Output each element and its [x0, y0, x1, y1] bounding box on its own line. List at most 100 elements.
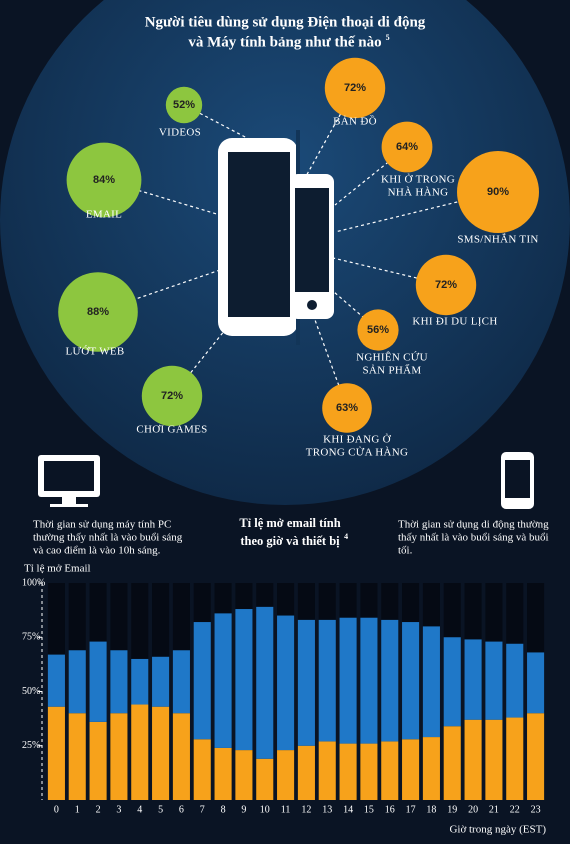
x-tick-label: 18: [426, 804, 436, 815]
bar-segment: [172, 650, 190, 714]
bar-segment: [193, 739, 211, 800]
bar-segment: [47, 706, 65, 800]
bubble-label: CHƠI GAMES: [136, 424, 207, 436]
x-tick-label: 5: [158, 804, 163, 815]
bar-segment: [110, 713, 128, 800]
x-tick-label: 23: [531, 804, 541, 815]
bar-segment: [360, 617, 378, 744]
y-tick-label: 25%: [22, 740, 40, 751]
bubble-label: EMAIL: [86, 209, 122, 221]
bubble-value: 52%: [173, 99, 195, 111]
bar-segment: [297, 619, 315, 746]
bar-segment: [339, 617, 357, 744]
bar-segment: [381, 619, 399, 742]
bubble-value: 63%: [336, 402, 358, 414]
bubble-label: KHI Ở TRONG: [381, 174, 455, 186]
bar-segment: [339, 743, 357, 800]
bubble-value: 72%: [161, 390, 183, 402]
annotation: Thời gian sử dụng máy tính PC: [33, 519, 171, 531]
title-line: và Máy tính bảng như thế nào: [188, 34, 381, 50]
bar-segment: [172, 713, 190, 800]
bubble-label: LƯỚT WEB: [65, 346, 124, 358]
bar-segment: [422, 737, 440, 800]
x-tick-label: 2: [96, 804, 101, 815]
bubble-label: NHÀ HÀNG: [388, 187, 449, 199]
bar-segment: [214, 613, 232, 748]
bar-segment: [214, 747, 232, 800]
bubble-value: 88%: [87, 306, 109, 318]
x-tick-label: 4: [137, 804, 142, 815]
bubble-value: 56%: [367, 324, 389, 336]
bubble-label: KHI ĐANG Ở: [323, 434, 392, 446]
bubble-value: 72%: [344, 82, 366, 94]
x-tick-label: 13: [322, 804, 332, 815]
bar-segment: [277, 615, 295, 751]
bar-segment: [131, 658, 149, 705]
bar-segment: [506, 643, 524, 718]
bar-segment: [485, 641, 503, 720]
x-tick-label: 17: [406, 804, 416, 815]
bar-segment: [235, 750, 253, 800]
bar-segment: [89, 721, 107, 800]
x-tick-label: 16: [385, 804, 395, 815]
bar-segment: [277, 750, 295, 800]
bubble-value: 72%: [435, 279, 457, 291]
bubble: [324, 57, 386, 119]
annotation: Thời gian sử dụng di động thường: [398, 519, 549, 531]
bar-segment: [485, 719, 503, 800]
x-tick-label: 9: [241, 804, 246, 815]
bar-segment: [422, 626, 440, 738]
bar-segment: [152, 706, 170, 800]
bar-segment: [47, 654, 65, 707]
phone-button: [307, 300, 317, 310]
footnote-mark: 5: [386, 33, 390, 42]
connector: [314, 319, 348, 409]
footnote-mark: 4: [344, 532, 348, 541]
x-tick-label: 22: [510, 804, 520, 815]
bar-segment: [131, 704, 149, 800]
bubble: [66, 142, 142, 218]
bar-segment: [68, 650, 86, 714]
bar-segment: [506, 717, 524, 800]
bubble: [165, 86, 203, 124]
bar-segment: [152, 656, 170, 707]
title-line: Người tiêu dùng sử dụng Điện thoại di độ…: [145, 14, 426, 30]
y-tick-label: 75%: [22, 632, 40, 643]
bar-segment: [256, 758, 274, 800]
annotation: tối.: [398, 545, 413, 557]
bar-segment: [527, 652, 545, 714]
monitor-screen: [44, 461, 94, 491]
x-tick-label: 1: [75, 804, 80, 815]
y-axis-label: Tỉ lệ mở Email: [24, 563, 91, 575]
title-line: Tỉ lệ mở email tính: [239, 516, 340, 530]
bar-segment: [360, 743, 378, 800]
bubble-value: 64%: [396, 141, 418, 153]
bubble-value: 84%: [93, 174, 115, 186]
tablet-screen: [228, 152, 290, 317]
bubble: [415, 254, 477, 316]
x-tick-label: 14: [343, 804, 353, 815]
x-axis-label: Giờ trong ngày (EST): [449, 824, 546, 836]
bubble-label: VIDEOS: [159, 127, 201, 139]
x-tick-label: 8: [221, 804, 226, 815]
bubble-label: NGHIÊN CỨU: [356, 352, 428, 364]
title-line: theo giờ và thiết bị: [240, 534, 340, 548]
x-tick-label: 12: [301, 804, 311, 815]
bubble-label: TRONG CỬA HÀNG: [306, 447, 409, 459]
y-tick-label: 100%: [22, 577, 45, 588]
bar-segment: [235, 609, 253, 751]
bubble-value: 90%: [487, 186, 509, 198]
mobile-screen: [505, 460, 530, 498]
bar-segment: [193, 622, 211, 740]
bar-segment: [256, 606, 274, 759]
bar-segment: [402, 622, 420, 740]
bar-segment: [381, 741, 399, 800]
bubble-label: SẢN PHẨM: [363, 364, 422, 377]
bar-segment: [89, 641, 107, 722]
bubble: [58, 272, 138, 352]
bar-segment: [318, 619, 336, 742]
x-tick-label: 7: [200, 804, 205, 815]
bar-segment: [318, 741, 336, 800]
